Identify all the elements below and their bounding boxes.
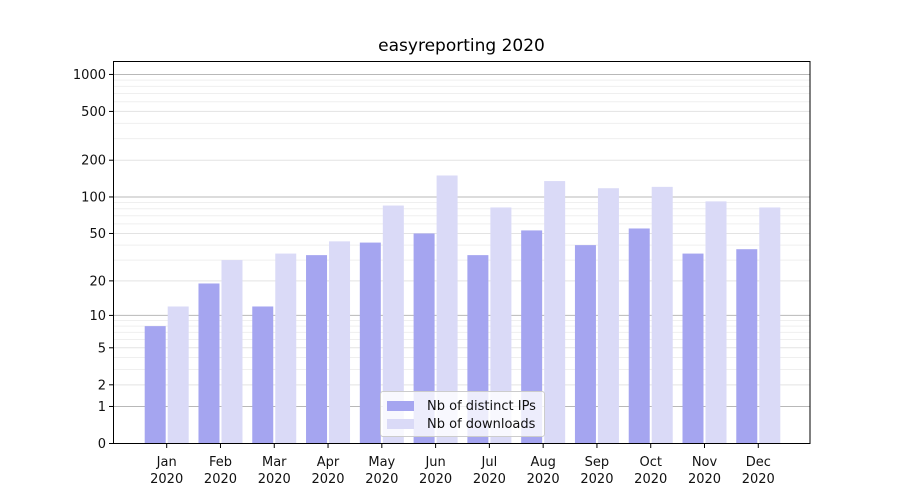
- y-tick-label: 500: [81, 105, 106, 120]
- bar-downloads: [329, 241, 351, 444]
- legend-label-downloads: Nb of downloads: [427, 416, 536, 432]
- bar-downloads: [275, 253, 297, 444]
- bar-downloads: [490, 207, 512, 444]
- bar-distinct-ips: [306, 255, 328, 444]
- y-tick-label: 200: [81, 154, 106, 169]
- bar-downloads: [544, 181, 566, 444]
- y-tick-label: 1000: [73, 68, 106, 83]
- x-tick-label: May 2020: [365, 455, 398, 487]
- x-tick-label: Jul 2020: [473, 455, 506, 487]
- y-tick-label: 5: [98, 341, 106, 356]
- legend-swatch-downloads: [387, 419, 414, 429]
- x-tick-label: Dec 2020: [742, 455, 775, 487]
- bar-distinct-ips: [736, 249, 758, 444]
- bar-distinct-ips: [198, 283, 220, 444]
- legend-label-distinct-ips: Nb of distinct IPs: [427, 398, 536, 414]
- bar-distinct-ips: [359, 242, 381, 444]
- bar-downloads: [759, 207, 781, 444]
- legend: Nb of distinct IPs Nb of downloads: [380, 391, 545, 437]
- bar-downloads: [651, 186, 673, 444]
- bar-distinct-ips: [682, 253, 704, 444]
- y-tick-label: 10: [89, 309, 106, 324]
- bar-downloads: [705, 201, 727, 444]
- y-tick-label: 50: [89, 227, 106, 242]
- x-tick-label: Feb 2020: [204, 455, 237, 487]
- x-tick-label: Nov 2020: [688, 455, 721, 487]
- y-tick-label: 2: [98, 378, 106, 393]
- bar-downloads: [221, 260, 243, 444]
- bar-distinct-ips: [521, 230, 543, 444]
- x-tick-label: Aug 2020: [527, 455, 560, 487]
- bar-downloads: [436, 175, 458, 444]
- y-tick-label: 1: [98, 400, 106, 415]
- bar-downloads: [597, 188, 619, 444]
- x-tick-label: Apr 2020: [311, 455, 344, 487]
- bar-distinct-ips: [574, 245, 596, 444]
- legend-swatch-distinct-ips: [387, 401, 414, 411]
- x-tick-label: Jun 2020: [419, 455, 452, 487]
- bar-downloads: [167, 306, 189, 444]
- bar-downloads: [382, 205, 404, 444]
- bar-distinct-ips: [144, 326, 166, 444]
- chart-title: easyreporting 2020: [378, 36, 545, 56]
- legend-item-distinct-ips: Nb of distinct IPs: [387, 397, 538, 415]
- y-tick-label: 100: [81, 190, 106, 205]
- bar-distinct-ips: [252, 306, 274, 444]
- x-tick-label: Oct 2020: [634, 455, 667, 487]
- x-tick-label: Jan 2020: [150, 455, 183, 487]
- y-tick-label: 20: [89, 274, 106, 289]
- legend-item-downloads: Nb of downloads: [387, 415, 538, 433]
- bar-distinct-ips: [413, 233, 435, 444]
- y-tick-label: 0: [98, 437, 106, 452]
- bar-distinct-ips: [628, 228, 650, 444]
- x-tick-label: Mar 2020: [258, 455, 291, 487]
- x-tick-label: Sep 2020: [580, 455, 613, 487]
- plot-border: [113, 61, 811, 444]
